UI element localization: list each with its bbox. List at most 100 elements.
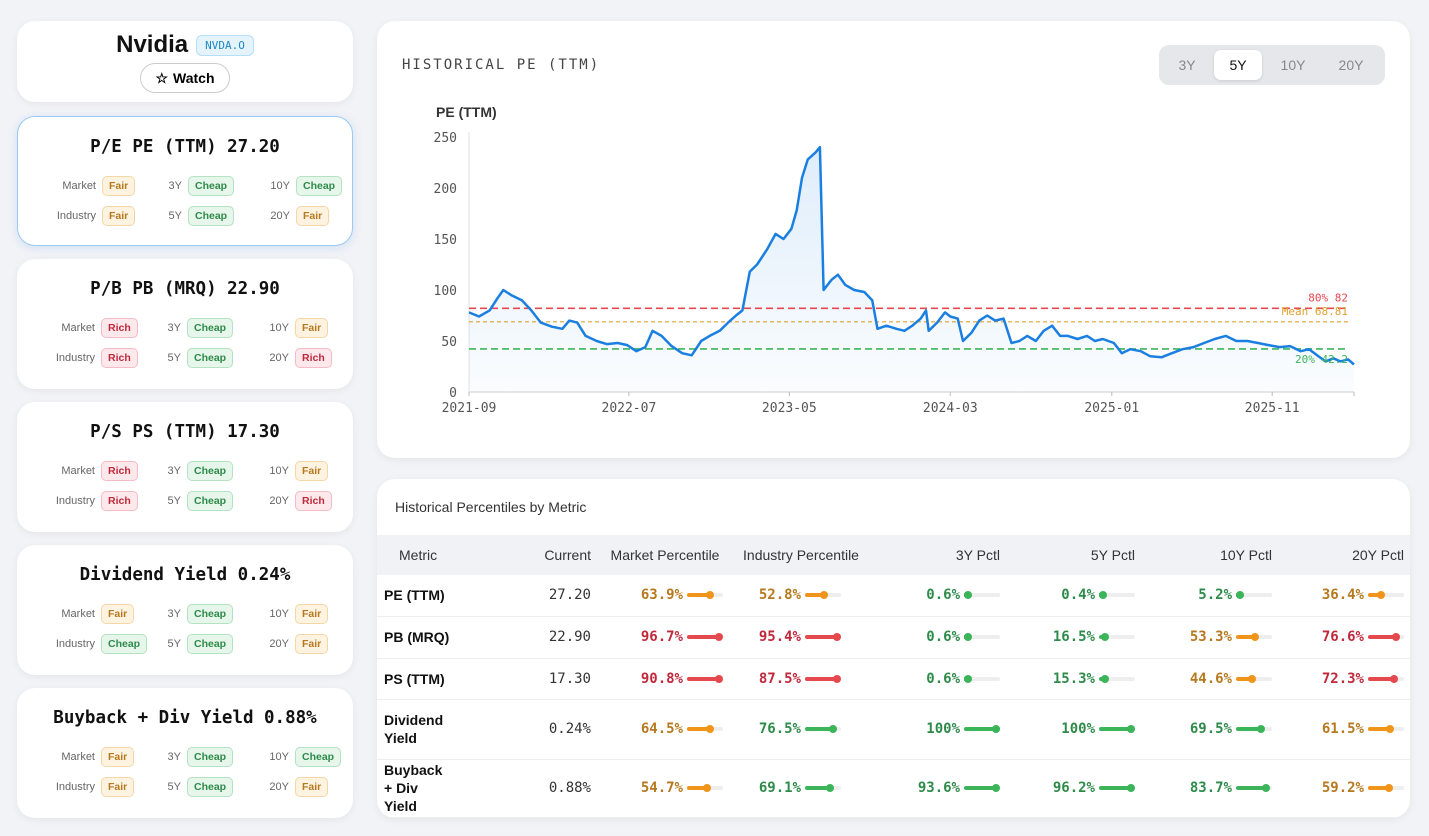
percentile-bar-fill xyxy=(805,676,837,681)
percentile-bar xyxy=(1236,784,1272,792)
percentile-bar-dot xyxy=(964,633,972,641)
percentile-bar-dot xyxy=(1377,591,1386,600)
y-tick-label: 150 xyxy=(434,233,457,248)
rating-cell: 10Y Cheap xyxy=(248,175,343,197)
percentile-cell: 96.7% xyxy=(599,616,731,659)
percentile-value: 93.6% xyxy=(917,780,960,796)
percentile-value: 36.4% xyxy=(1321,587,1364,604)
range-option-10y[interactable]: 10Y xyxy=(1280,57,1306,73)
percentile-bar-fill xyxy=(805,786,830,790)
percentile-bar-dot xyxy=(706,591,714,600)
rating-label: Industry xyxy=(55,352,95,364)
metric-card[interactable]: P/E PE (TTM) 27.20 Market Fair 3Y Cheap 10Y Ch… xyxy=(17,116,353,246)
rating-label: 3Y xyxy=(167,608,181,620)
percentile-bar-dot xyxy=(706,725,715,733)
percentile-bar-fill xyxy=(687,593,710,598)
percentile-cell: 93.6% xyxy=(871,759,1006,818)
current-value: 0.88% xyxy=(507,759,599,818)
rating-cell: Industry Fair xyxy=(40,205,136,227)
percentile-cell: 64.5% xyxy=(599,699,731,760)
percentile-bar-dot xyxy=(715,633,723,641)
percentile-bar-dot xyxy=(1391,633,1400,641)
percentile-bar xyxy=(805,784,841,792)
percentile-cell: 5.2% xyxy=(1141,575,1278,617)
percentile-bar xyxy=(1368,591,1404,600)
column-header[interactable]: 10Y Pctl xyxy=(1141,535,1278,575)
percentile-bar-dot xyxy=(828,725,837,733)
percentile-cell: 100% xyxy=(1006,699,1141,760)
column-header[interactable]: Industry Percentile xyxy=(731,535,871,575)
percentile-cell: 76.5% xyxy=(731,699,871,760)
percentile-cell: 95.4% xyxy=(731,616,871,659)
metric-card-title: P/B PB (MRQ) 22.90 xyxy=(90,279,280,299)
rating-badge: Cheap xyxy=(187,603,234,625)
percentile-cell: 83.7% xyxy=(1141,759,1278,818)
percentile-bar-fill xyxy=(687,727,711,731)
percentile-bar-dot xyxy=(832,674,841,683)
rating-badge: Cheap xyxy=(188,205,235,227)
current-value: 22.90 xyxy=(507,616,599,659)
percentile-bar xyxy=(805,591,841,600)
rating-cell: 5Y Cheap xyxy=(143,347,234,369)
percentile-bar-dot xyxy=(964,591,972,600)
percentile-bar-fill xyxy=(805,593,824,598)
rating-cell: 3Y Cheap xyxy=(143,746,234,768)
rating-cell: 5Y Cheap xyxy=(143,776,234,798)
percentile-bar-dot xyxy=(1248,674,1257,683)
x-tick-label: 2021-09 xyxy=(442,401,497,416)
column-header[interactable]: Current xyxy=(507,535,599,575)
percentile-cell: 0.6% xyxy=(871,575,1006,617)
percentile-bar xyxy=(964,725,1000,733)
percentile-bar-fill xyxy=(1368,676,1395,681)
rating-grid: Market Fair 3Y Cheap 10Y Cheap Industry Fair 5Y C… xyxy=(18,175,352,235)
rating-badge: Cheap xyxy=(187,490,234,512)
rating-badge: Cheap xyxy=(187,633,234,655)
rating-badge: Cheap xyxy=(188,175,235,197)
percentile-bar-fill xyxy=(805,727,833,731)
percentile-bar-dot xyxy=(1100,674,1109,683)
watch-button[interactable]: ☆ Watch xyxy=(140,63,230,93)
percentile-bar-dot xyxy=(1257,725,1266,733)
ticker-badge: NVDA.O xyxy=(196,34,254,56)
metric-card[interactable]: Buyback + Div Yield 0.88% Market Fair 3Y Che… xyxy=(17,688,353,818)
column-header[interactable]: 5Y Pctl xyxy=(1006,535,1141,575)
percentile-cell: 53.3% xyxy=(1141,616,1278,659)
chart-title: HISTORICAL PE (TTM) xyxy=(402,57,601,73)
rating-cell: 20Y Fair xyxy=(247,776,329,798)
rating-cell: 20Y Rich xyxy=(247,347,332,369)
percentile-cell: 54.7% xyxy=(599,759,731,818)
metric-card[interactable]: Dividend Yield 0.24% Market Fair 3Y Cheap 10Y… xyxy=(17,545,353,675)
band-label: 20% 42.2 xyxy=(1295,353,1348,366)
rating-cell: Market Rich xyxy=(39,317,138,339)
rating-grid: Market Fair 3Y Cheap 10Y Cheap Industry Fair 5Y C… xyxy=(17,746,353,806)
rating-badge: Cheap xyxy=(295,746,342,768)
range-option-5y[interactable]: 5Y xyxy=(1214,50,1262,80)
x-tick-label: 2025-11 xyxy=(1245,401,1300,416)
column-header[interactable]: Metric xyxy=(377,535,507,575)
percentile-cell: 0.4% xyxy=(1006,575,1141,617)
percentile-bar xyxy=(687,591,723,600)
rating-label: 20Y xyxy=(270,210,290,222)
rating-label: 5Y xyxy=(167,352,181,364)
rating-label: Market xyxy=(61,608,95,620)
percentile-value: 96.2% xyxy=(1052,780,1095,796)
percentile-value: 53.3% xyxy=(1189,629,1232,645)
percentile-bar-dot xyxy=(820,591,828,600)
rating-label: Industry xyxy=(55,781,95,793)
metric-card[interactable]: P/B PB (MRQ) 22.90 Market Rich 3Y Cheap 10Y Fa… xyxy=(17,259,353,389)
percentile-value: 0.6% xyxy=(926,670,960,687)
percentile-bar-dot xyxy=(1251,633,1260,641)
rating-label: 3Y xyxy=(168,180,182,192)
metric-name: Buyback + Div Yield xyxy=(377,759,507,818)
percentile-bar xyxy=(964,674,1000,683)
column-header[interactable]: 3Y Pctl xyxy=(871,535,1006,575)
range-option-20y[interactable]: 20Y xyxy=(1338,57,1364,73)
column-header[interactable]: 20Y Pctl xyxy=(1278,535,1410,575)
rating-badge: Fair xyxy=(102,175,136,197)
metric-card[interactable]: P/S PS (TTM) 17.30 Market Rich 3Y Cheap 10Y Fa… xyxy=(17,402,353,532)
column-header[interactable]: Market Percentile xyxy=(599,535,731,575)
percentile-value: 100% xyxy=(1061,721,1095,737)
percentile-bar-dot xyxy=(964,674,972,683)
range-option-3y[interactable]: 3Y xyxy=(1178,57,1196,73)
percentile-value: 76.6% xyxy=(1321,629,1364,645)
